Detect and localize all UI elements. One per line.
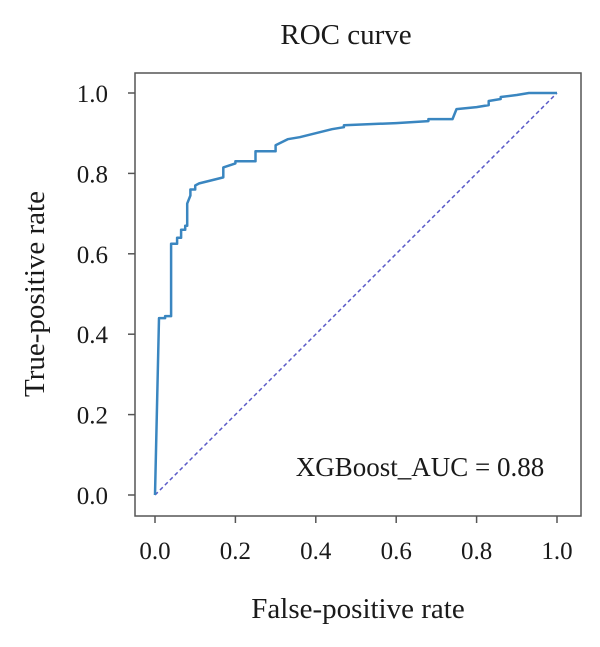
x-tick-label: 0.6 [381,538,412,565]
x-tick-label: 0.4 [300,538,332,565]
y-tick-label: 0.8 [77,161,108,188]
plot-frame [134,72,582,517]
x-tick-label: 1.0 [541,538,572,565]
y-tick-label: 1.0 [77,81,108,108]
chart-title: ROC curve [280,19,411,51]
roc-curve-line [153,91,557,496]
axis-tick-labels: 0.0 0.2 0.4 0.6 0.8 1.0 0.0 0.2 0.4 0.6 0.8 1.0 [77,81,573,565]
y-tick-label: 0.6 [77,242,108,269]
x-tick-label: 0.0 [139,538,170,565]
y-axis-label: True-positive rate [19,191,51,397]
x-tick-label: 0.2 [220,538,251,565]
y-tick-label: 0.2 [77,403,108,430]
auc-annotation: XGBoost_AUC = 0.88 [296,452,545,482]
x-tick-label: 0.8 [461,538,492,565]
diagonal-reference-line [154,92,558,496]
y-tick-label: 0.0 [77,483,108,510]
y-tick-label: 0.4 [77,322,109,349]
x-axis-label: False-positive rate [251,593,464,625]
axis-ticks [128,92,558,523]
